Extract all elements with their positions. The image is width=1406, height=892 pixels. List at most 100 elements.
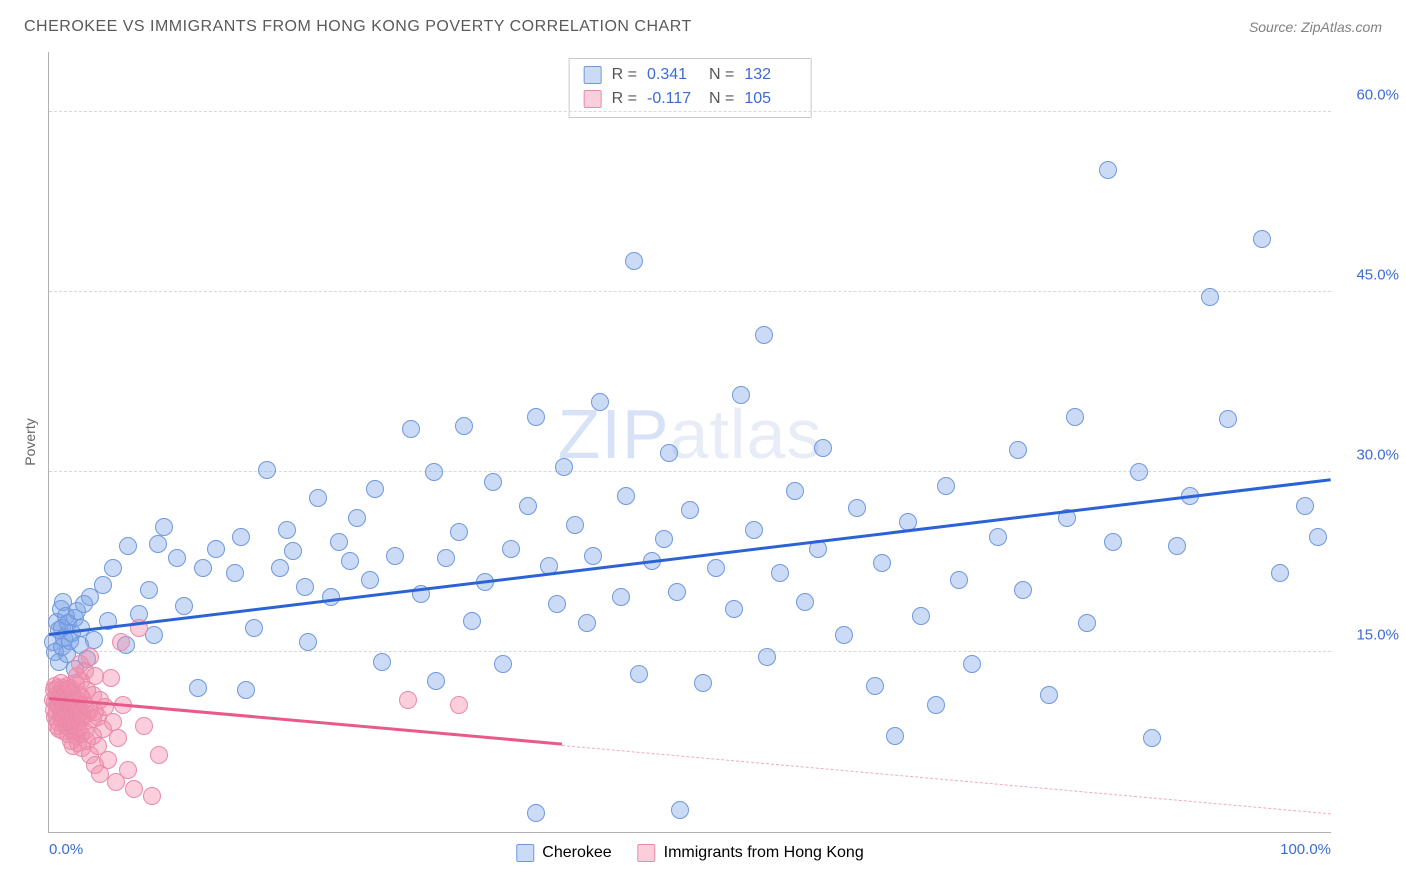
data-point: [119, 761, 137, 779]
data-point: [81, 648, 99, 666]
data-point: [348, 509, 366, 527]
data-point: [745, 521, 763, 539]
data-point: [548, 595, 566, 613]
data-point: [671, 801, 689, 819]
data-point: [484, 473, 502, 491]
stat-row: R =-0.117N =105: [584, 87, 797, 111]
data-point: [937, 477, 955, 495]
data-point: [271, 559, 289, 577]
chart-title: CHEROKEE VS IMMIGRANTS FROM HONG KONG PO…: [24, 18, 692, 36]
data-point: [386, 547, 404, 565]
x-tick-label: 0.0%: [49, 841, 83, 858]
data-point: [502, 540, 520, 558]
legend-swatch: [638, 844, 656, 862]
data-point: [630, 665, 648, 683]
data-point: [284, 542, 302, 560]
grid-line: [49, 111, 1331, 112]
data-point: [591, 393, 609, 411]
correlation-stats-box: R =0.341N =132R =-0.117N =105: [569, 58, 812, 118]
data-point: [771, 564, 789, 582]
legend-swatch: [584, 90, 602, 108]
data-point: [1066, 408, 1084, 426]
header-bar: CHEROKEE VS IMMIGRANTS FROM HONG KONG PO…: [24, 18, 1382, 36]
data-point: [194, 559, 212, 577]
data-point: [296, 578, 314, 596]
grid-line: [49, 651, 1331, 652]
data-point: [99, 751, 117, 769]
data-point: [341, 552, 359, 570]
data-point: [450, 696, 468, 714]
stat-r-label: R =: [612, 90, 637, 108]
data-point: [232, 528, 250, 546]
data-point: [555, 458, 573, 476]
data-point: [873, 554, 891, 572]
data-point: [950, 571, 968, 589]
data-point: [578, 614, 596, 632]
data-point: [681, 501, 699, 519]
data-point: [237, 681, 255, 699]
data-point: [1130, 463, 1148, 481]
y-tick-label: 60.0%: [1339, 87, 1399, 104]
data-point: [758, 648, 776, 666]
data-point: [655, 530, 673, 548]
data-point: [104, 559, 122, 577]
data-point: [668, 583, 686, 601]
legend-swatch: [584, 66, 602, 84]
data-point: [1168, 537, 1186, 555]
data-point: [361, 571, 379, 589]
data-point: [1040, 686, 1058, 704]
data-point: [1104, 533, 1122, 551]
data-point: [612, 588, 630, 606]
scatter-plot: ZIPatlas R =0.341N =132R =-0.117N =105 C…: [48, 52, 1331, 833]
data-point: [989, 528, 1007, 546]
data-point: [796, 593, 814, 611]
data-point: [732, 386, 750, 404]
stat-n-label: N =: [709, 66, 734, 84]
data-point: [140, 581, 158, 599]
data-point: [102, 669, 120, 687]
data-point: [119, 537, 137, 555]
legend-item: Cherokee: [516, 844, 611, 862]
data-point: [1296, 497, 1314, 515]
data-point: [1099, 161, 1117, 179]
data-point: [168, 549, 186, 567]
data-point: [566, 516, 584, 534]
data-point: [927, 696, 945, 714]
legend-swatch: [516, 844, 534, 862]
series-legend: Cherokee Immigrants from Hong Kong: [516, 844, 863, 862]
data-point: [109, 729, 127, 747]
data-point: [322, 588, 340, 606]
y-axis-title: Poverty: [22, 418, 38, 465]
stat-r-value: 0.341: [647, 66, 699, 84]
data-point: [366, 480, 384, 498]
data-point: [207, 540, 225, 558]
data-point: [427, 672, 445, 690]
data-point: [584, 547, 602, 565]
data-point: [245, 619, 263, 637]
data-point: [309, 489, 327, 507]
y-tick-label: 15.0%: [1339, 627, 1399, 644]
data-point: [299, 633, 317, 651]
data-point: [848, 499, 866, 517]
data-point: [258, 461, 276, 479]
data-point: [104, 713, 122, 731]
data-point: [437, 549, 455, 567]
data-point: [1253, 230, 1271, 248]
y-tick-label: 45.0%: [1339, 267, 1399, 284]
data-point: [866, 677, 884, 695]
data-point: [155, 518, 173, 536]
data-point: [625, 252, 643, 270]
data-point: [912, 607, 930, 625]
data-point: [143, 787, 161, 805]
data-point: [707, 559, 725, 577]
data-point: [1009, 441, 1027, 459]
legend-item: Immigrants from Hong Kong: [638, 844, 864, 862]
data-point: [135, 717, 153, 735]
stat-row: R =0.341N =132: [584, 63, 797, 87]
data-point: [617, 487, 635, 505]
data-point: [786, 482, 804, 500]
stat-n-label: N =: [709, 90, 734, 108]
data-point: [527, 804, 545, 822]
data-point: [85, 631, 103, 649]
data-point: [1271, 564, 1289, 582]
